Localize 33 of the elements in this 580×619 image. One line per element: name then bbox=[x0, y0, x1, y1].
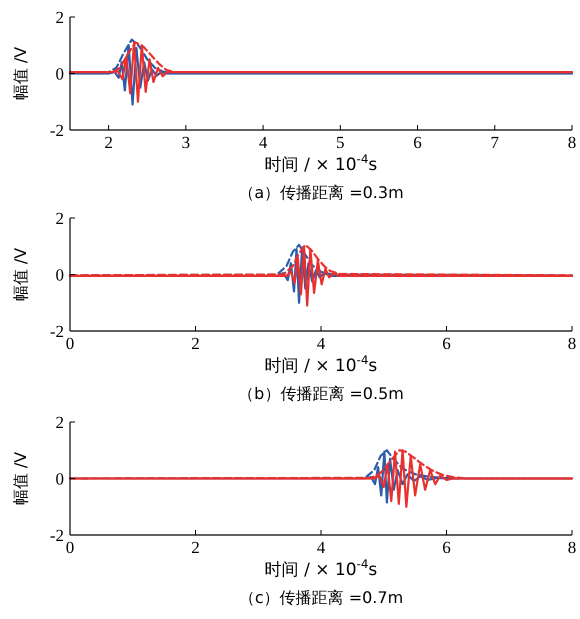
y-axis-title: 幅值 /V bbox=[11, 46, 30, 100]
x-tick-label: 6 bbox=[442, 538, 451, 557]
x-tick-label: 3 bbox=[182, 133, 190, 152]
y-tick-label: 2 bbox=[56, 8, 64, 27]
x-tick-label: 2 bbox=[191, 538, 200, 557]
x-tick-label: 6 bbox=[442, 334, 451, 353]
y-tick-label: 2 bbox=[56, 413, 64, 432]
y-axis-title: 幅值 /V bbox=[11, 452, 30, 506]
x-tick-label: 8 bbox=[568, 538, 576, 557]
x-tick-label: 7 bbox=[490, 133, 500, 152]
y-tick-label: -2 bbox=[50, 121, 64, 140]
x-tick-label: 8 bbox=[568, 334, 576, 353]
x-axis-title: 时间 / × 10$^{-4}$s bbox=[264, 557, 378, 580]
x-tick-label: 4 bbox=[316, 334, 326, 353]
x-axis-title: 时间 / × 10$^{-4}$s bbox=[264, 152, 378, 175]
x-tick-label: 2 bbox=[104, 133, 113, 152]
text: （a）传播距离 =0.3m bbox=[238, 183, 404, 202]
x-tick-label: 5 bbox=[336, 133, 345, 152]
x-tick-label: 8 bbox=[568, 133, 576, 152]
y-tick-label: -2 bbox=[50, 526, 64, 545]
y-tick-label: -2 bbox=[50, 322, 64, 341]
y-tick-label: 0 bbox=[56, 266, 64, 284]
x-tick-label: 4 bbox=[258, 133, 268, 152]
text: （b）传播距离 =0.5m bbox=[238, 384, 404, 403]
text: （c）传播距离 =0.7m bbox=[238, 588, 404, 607]
x-tick-label: 6 bbox=[413, 133, 422, 152]
y-tick-label: 0 bbox=[56, 470, 64, 488]
x-axis-title: 时间 / × 10$^{-4}$s bbox=[264, 353, 378, 376]
y-tick-label: 2 bbox=[56, 209, 64, 228]
y-tick-label: 0 bbox=[56, 64, 64, 84]
x-tick-label: 2 bbox=[191, 334, 200, 353]
y-axis-title: 幅值 /V bbox=[11, 248, 30, 302]
x-tick-label: 4 bbox=[316, 538, 326, 557]
